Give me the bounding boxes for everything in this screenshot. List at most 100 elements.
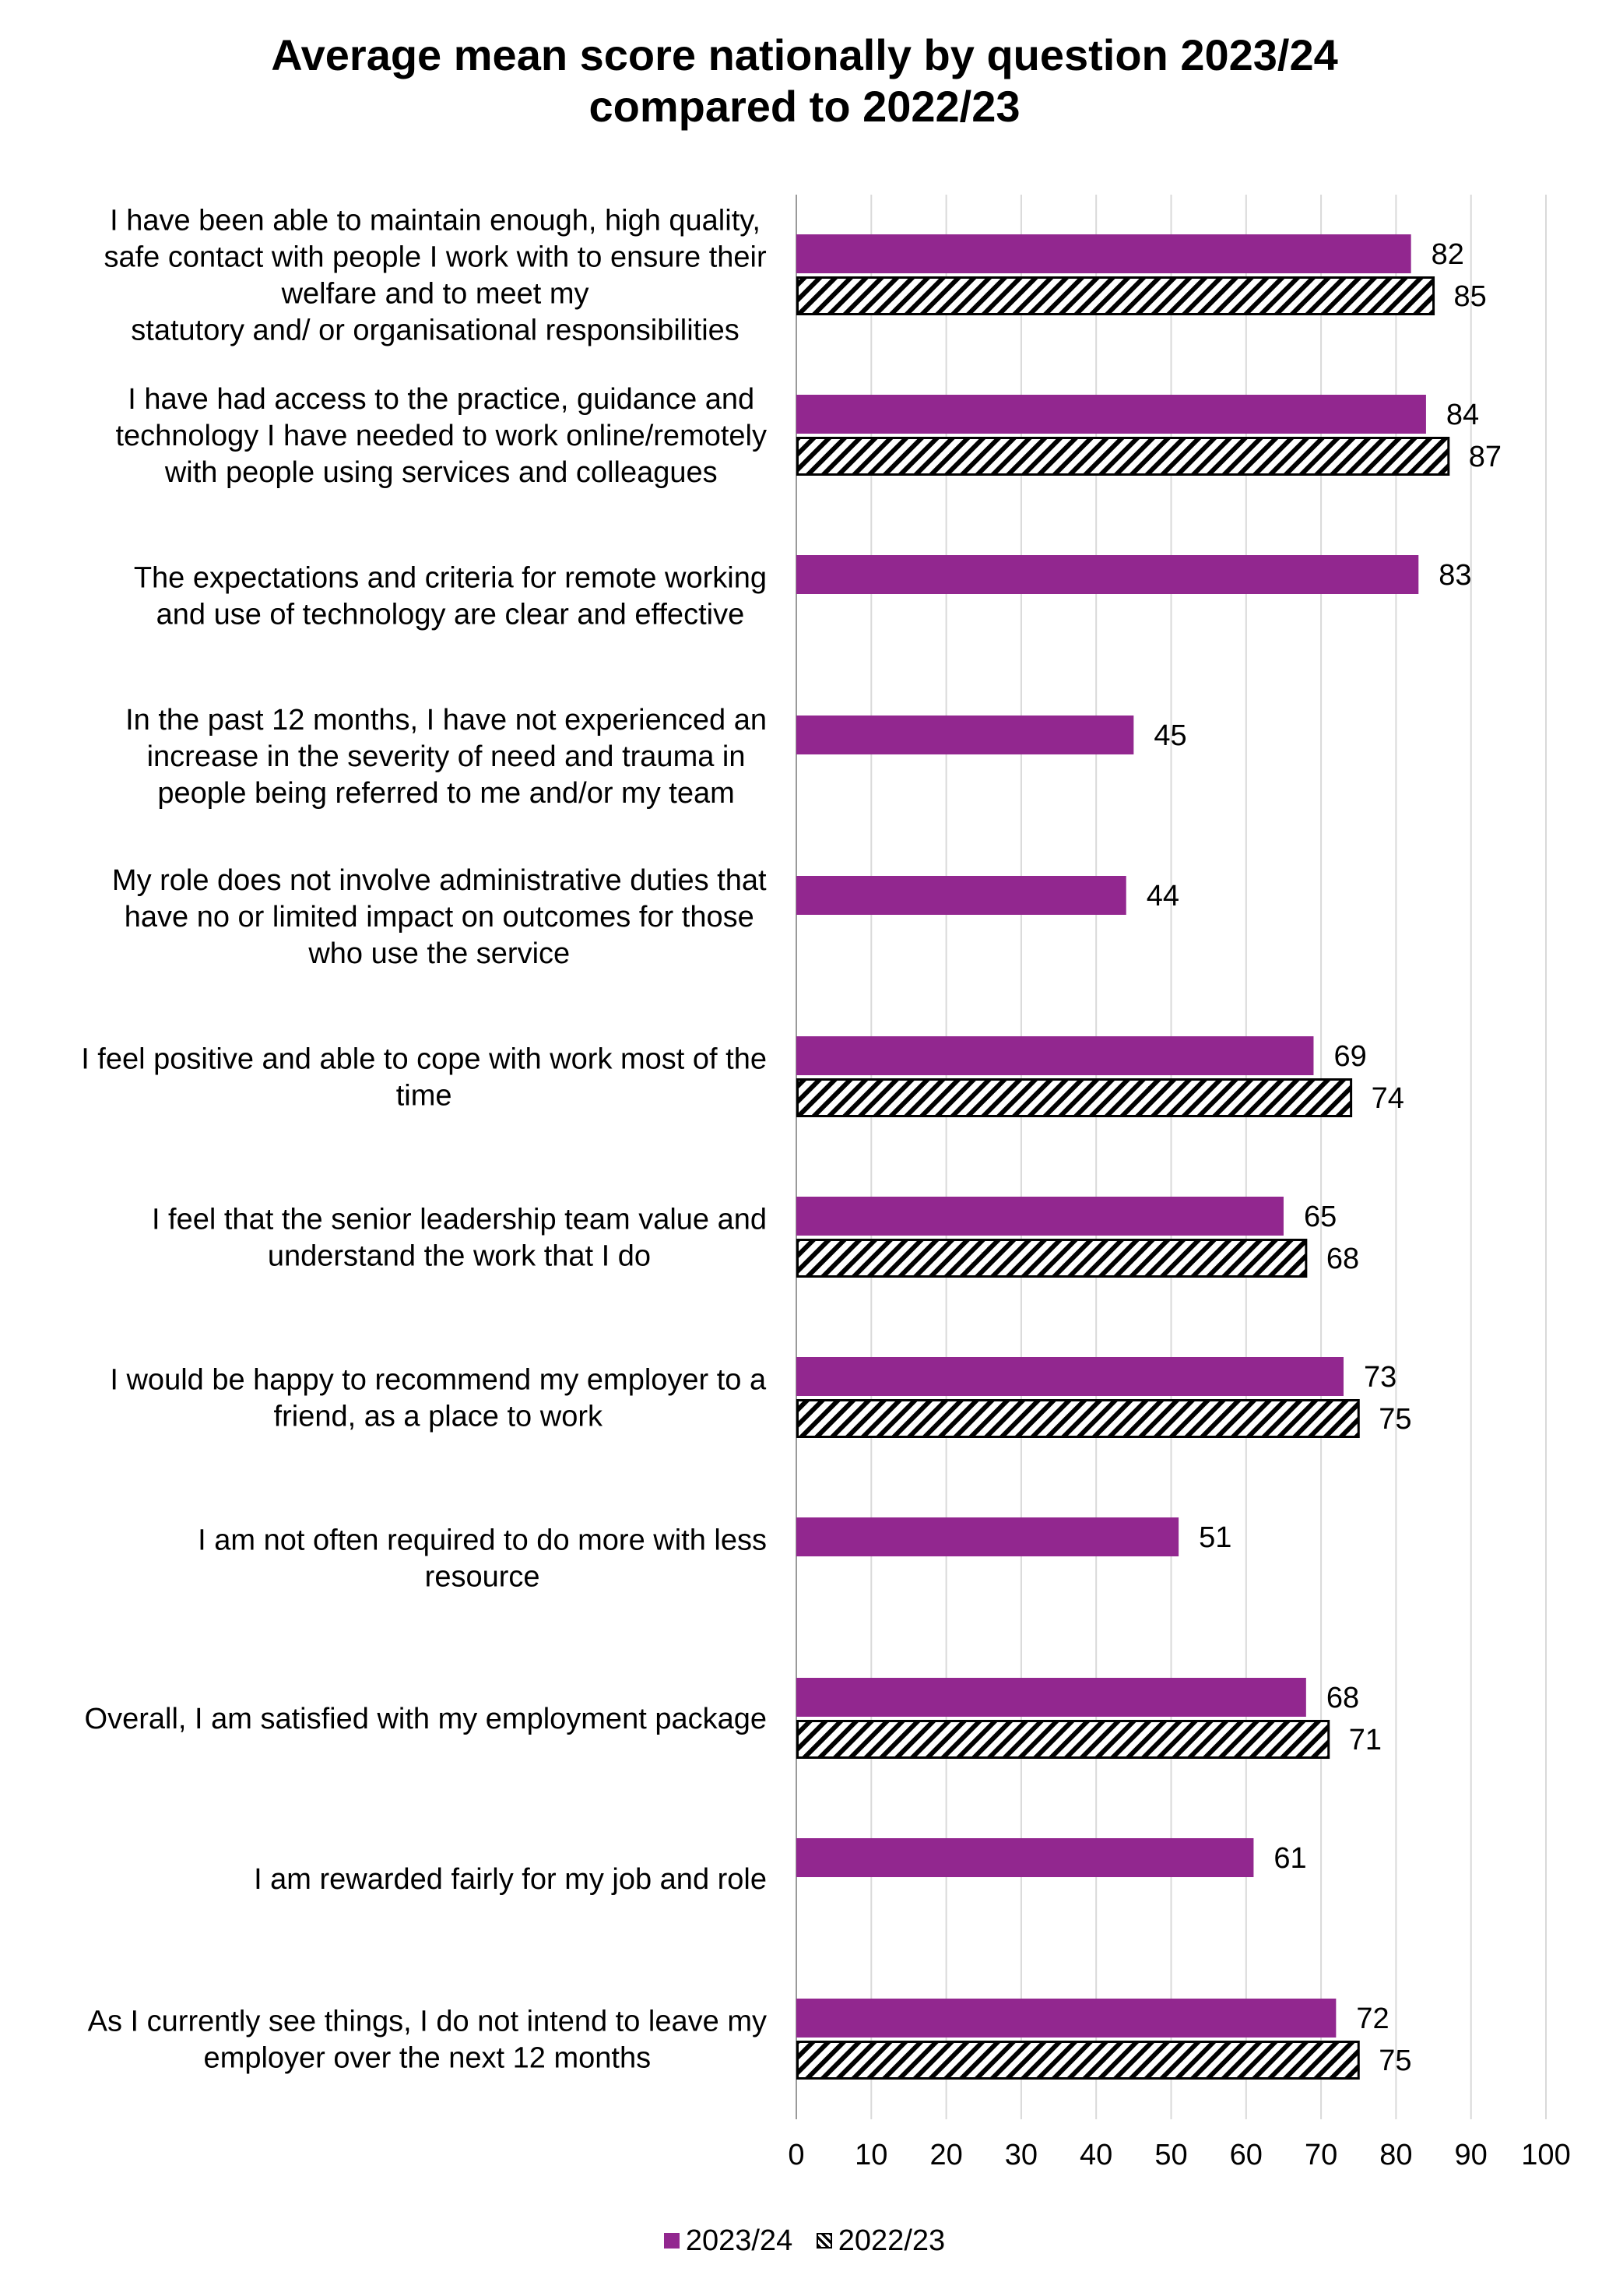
category-label: The expectations and criteria for remote… (134, 562, 767, 631)
category-label-line: My role does not involve administrative … (112, 864, 767, 897)
chart-title-line-1: Average mean score nationally by questio… (271, 30, 1338, 79)
category-label-line: technology I have needed to work online/… (115, 420, 767, 452)
category-label: I have had access to the practice, guida… (115, 383, 767, 489)
category-label-line: As I currently see things, I do not inte… (88, 2006, 767, 2038)
legend-label-2023-24: 2023/24 (685, 2224, 793, 2257)
x-tick-label: 80 (1379, 2139, 1412, 2171)
bar-2023-24 (796, 716, 1134, 754)
x-tick-label: 20 (929, 2139, 962, 2171)
category-label: Overall, I am satisfied with my employme… (85, 1703, 767, 1735)
data-label: 74 (1372, 1082, 1404, 1115)
legend-swatch-2022-23 (816, 2233, 832, 2249)
category-label-line: I would be happy to recommend my employe… (110, 1364, 767, 1397)
category-label-line: I feel that the senior leadership team v… (152, 1204, 767, 1236)
bar-2023-24 (796, 555, 1419, 594)
data-label: 68 (1326, 1682, 1359, 1714)
category-label: I am not often required to do more with … (198, 1524, 767, 1594)
chart-title-line-2: compared to 2022/23 (588, 82, 1021, 131)
category-label-line: time (396, 1080, 452, 1113)
bar-2023-24 (796, 1036, 1314, 1075)
category-label: In the past 12 months, I have not experi… (125, 704, 767, 810)
data-label: 65 (1304, 1201, 1337, 1233)
data-label: 69 (1333, 1040, 1366, 1073)
data-label: 51 (1199, 1521, 1231, 1554)
category-label-line: and use of technology are clear and effe… (156, 599, 745, 631)
data-label: 68 (1326, 1243, 1359, 1275)
bar-2022-23 (796, 437, 1450, 476)
bar-2022-23 (796, 1239, 1308, 1278)
data-label: 73 (1364, 1361, 1396, 1394)
category-label-line: people being referred to me and/or my te… (157, 777, 734, 810)
category-label-line: Overall, I am satisfied with my employme… (85, 1703, 767, 1735)
x-tick-label: 90 (1455, 2139, 1488, 2171)
data-label: 61 (1273, 1842, 1306, 1875)
legend-swatch-2023-24 (663, 2233, 680, 2249)
category-label-line: I have been able to maintain enough, hig… (110, 205, 761, 237)
category-label-line: safe contact with people I work with to … (104, 241, 767, 274)
category-label: My role does not involve administrative … (112, 864, 767, 970)
legend-label-2022-23: 2022/23 (838, 2224, 946, 2257)
bar-2022-23 (796, 1078, 1353, 1117)
category-label: As I currently see things, I do not inte… (88, 2006, 767, 2075)
category-label-line: friend, as a place to work (274, 1401, 603, 1433)
chart-title: Average mean score nationally by questio… (0, 30, 1609, 132)
category-label-line: who use the service (307, 937, 570, 970)
data-label: 72 (1356, 2002, 1389, 2035)
gridlines (796, 195, 1547, 2119)
data-label: 71 (1349, 1724, 1382, 1756)
bar-2022-23 (796, 2041, 1360, 2080)
bar-2023-24 (796, 1678, 1306, 1717)
category-label-line: with people using services and colleague… (164, 456, 718, 489)
category-label-line: statutory and/ or organisational respons… (131, 315, 740, 347)
bar-2023-24 (796, 876, 1126, 915)
data-label: 45 (1154, 719, 1186, 752)
category-label: I have been able to maintain enough, hig… (104, 205, 767, 347)
category-labels: I have been able to maintain enough, hig… (81, 205, 767, 2075)
category-label-line: The expectations and criteria for remote… (134, 562, 767, 595)
bar-2023-24 (796, 1838, 1254, 1877)
x-tick-label: 30 (1005, 2139, 1038, 2171)
bar-2022-23 (796, 1720, 1330, 1759)
category-label-line: increase in the severity of need and tra… (147, 740, 746, 773)
data-label: 75 (1379, 2045, 1411, 2077)
legend-item-2023-24: 2023/24 (663, 2224, 793, 2258)
category-label-line: resource (425, 1561, 540, 1594)
bar-2023-24 (796, 234, 1411, 273)
bar-2023-24 (796, 395, 1426, 434)
x-tick-label: 70 (1305, 2139, 1337, 2171)
category-label-line: I feel positive and able to cope with wo… (81, 1043, 767, 1076)
legend-item-2022-23: 2022/23 (816, 2224, 946, 2258)
bar-2023-24 (796, 1357, 1344, 1396)
category-label-line: In the past 12 months, I have not experi… (125, 704, 767, 737)
bar-2022-23 (796, 1399, 1360, 1438)
x-tick-label: 10 (855, 2139, 887, 2171)
x-axis: 0 10 20 30 40 50 60 70 80 90 100 (788, 2139, 1570, 2171)
bar-2022-23 (796, 276, 1435, 315)
x-tick-label: 40 (1080, 2139, 1112, 2171)
data-label: 87 (1469, 441, 1502, 473)
category-label-line: I am not often required to do more with … (198, 1524, 767, 1557)
data-label: 84 (1446, 399, 1479, 431)
data-label: 82 (1432, 238, 1464, 271)
bar-2023-24 (796, 1197, 1284, 1236)
category-label-line: I am rewarded fairly for my job and role (254, 1863, 767, 1896)
bar-2023-24 (796, 1517, 1179, 1556)
bar-2023-24 (796, 1999, 1337, 2038)
category-label-line: employer over the next 12 months (204, 2042, 652, 2075)
data-label: 75 (1379, 1403, 1411, 1436)
category-label-line: have no or limited impact on outcomes fo… (125, 901, 754, 934)
data-label: 44 (1147, 880, 1179, 912)
category-label-line: welfare and to meet my (281, 278, 589, 311)
x-tick-label: 60 (1230, 2139, 1263, 2171)
data-label: 85 (1454, 280, 1487, 313)
x-tick-label: 50 (1154, 2139, 1187, 2171)
x-tick-label: 0 (788, 2139, 804, 2171)
legend: 2023/24 2022/23 (0, 2223, 1609, 2258)
category-label-line: understand the work that I do (268, 1240, 651, 1273)
data-label: 83 (1439, 559, 1471, 592)
category-label-line: I have had access to the practice, guida… (128, 383, 754, 416)
x-tick-label: 100 (1521, 2139, 1570, 2171)
category-label: I am rewarded fairly for my job and role (254, 1863, 767, 1896)
